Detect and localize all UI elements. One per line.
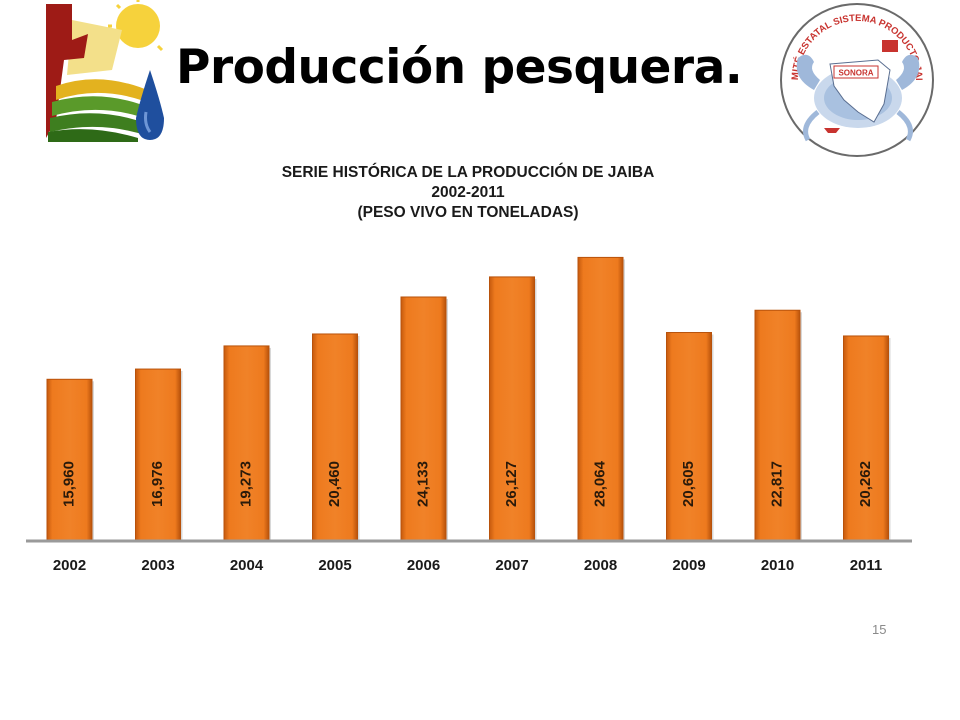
x-tick-group: 2002 2003 2004 2005 2006 2007 2008 2009 2010 2011 xyxy=(53,557,882,574)
x-tick-label-2003: 2003 xyxy=(141,557,174,574)
x-tick-label-2005: 2005 xyxy=(318,557,351,574)
x-tick-label-2008: 2008 xyxy=(584,557,617,574)
chart-title-line-2: 2002-2011 xyxy=(431,184,505,201)
x-tick-label-2009: 2009 xyxy=(672,557,705,574)
data-label-2008: 28,064 xyxy=(591,460,608,507)
bar-2005 xyxy=(312,333,358,541)
chart-title-line-1: SERIE HISTÓRICA DE LA PRODUCCIÓN DE JAIB… xyxy=(281,164,655,181)
x-tick-label-2007: 2007 xyxy=(495,557,528,574)
data-label-2005: 20,460 xyxy=(326,461,343,507)
data-label-2004: 19,273 xyxy=(237,461,254,507)
bar-2007 xyxy=(489,276,535,541)
bar-2003 xyxy=(135,368,181,541)
data-label-2010: 22,817 xyxy=(768,461,785,507)
seal-region-label: SONORA xyxy=(838,69,873,78)
x-tick-label-2004: 2004 xyxy=(230,557,264,574)
bar-2008 xyxy=(577,256,624,541)
bar-group: 15,960 16,976 19,273 20,460 24,133 26,127 28,0… xyxy=(46,256,891,541)
x-tick-label-2011: 2011 xyxy=(850,557,883,574)
data-label-2003: 16,976 xyxy=(149,461,166,507)
chart-title: SERIE HISTÓRICA DE LA PRODUCCIÓN DE JAIB… xyxy=(230,163,706,223)
data-label-2009: 20,605 xyxy=(680,461,697,507)
x-tick-label-2006: 2006 xyxy=(407,557,440,574)
bar-2006 xyxy=(400,296,447,541)
data-label-2002: 15,960 xyxy=(60,461,77,507)
sun-field-water-logo xyxy=(42,0,166,142)
bar-2011 xyxy=(843,335,889,541)
x-tick-label-2010: 2010 xyxy=(761,557,794,574)
bar-2009 xyxy=(666,332,712,541)
crab-sonora-seal: COMITÉ ESTATAL SISTEMA PRODUCTO JAIBA SO… xyxy=(778,0,934,157)
data-label-2007: 26,127 xyxy=(503,461,520,507)
slide-title: Producción pesquera. xyxy=(176,40,743,95)
bar-2002 xyxy=(46,378,93,541)
bar-2004 xyxy=(223,345,270,541)
chart-title-line-3: (PESO VIVO EN TONELADAS) xyxy=(357,204,579,221)
bar-2010 xyxy=(754,309,801,541)
x-tick-label-2002: 2002 xyxy=(53,557,86,574)
page-number: 15 xyxy=(872,622,887,637)
data-label-2006: 24,133 xyxy=(414,461,431,507)
data-label-2011: 20,262 xyxy=(857,461,874,507)
